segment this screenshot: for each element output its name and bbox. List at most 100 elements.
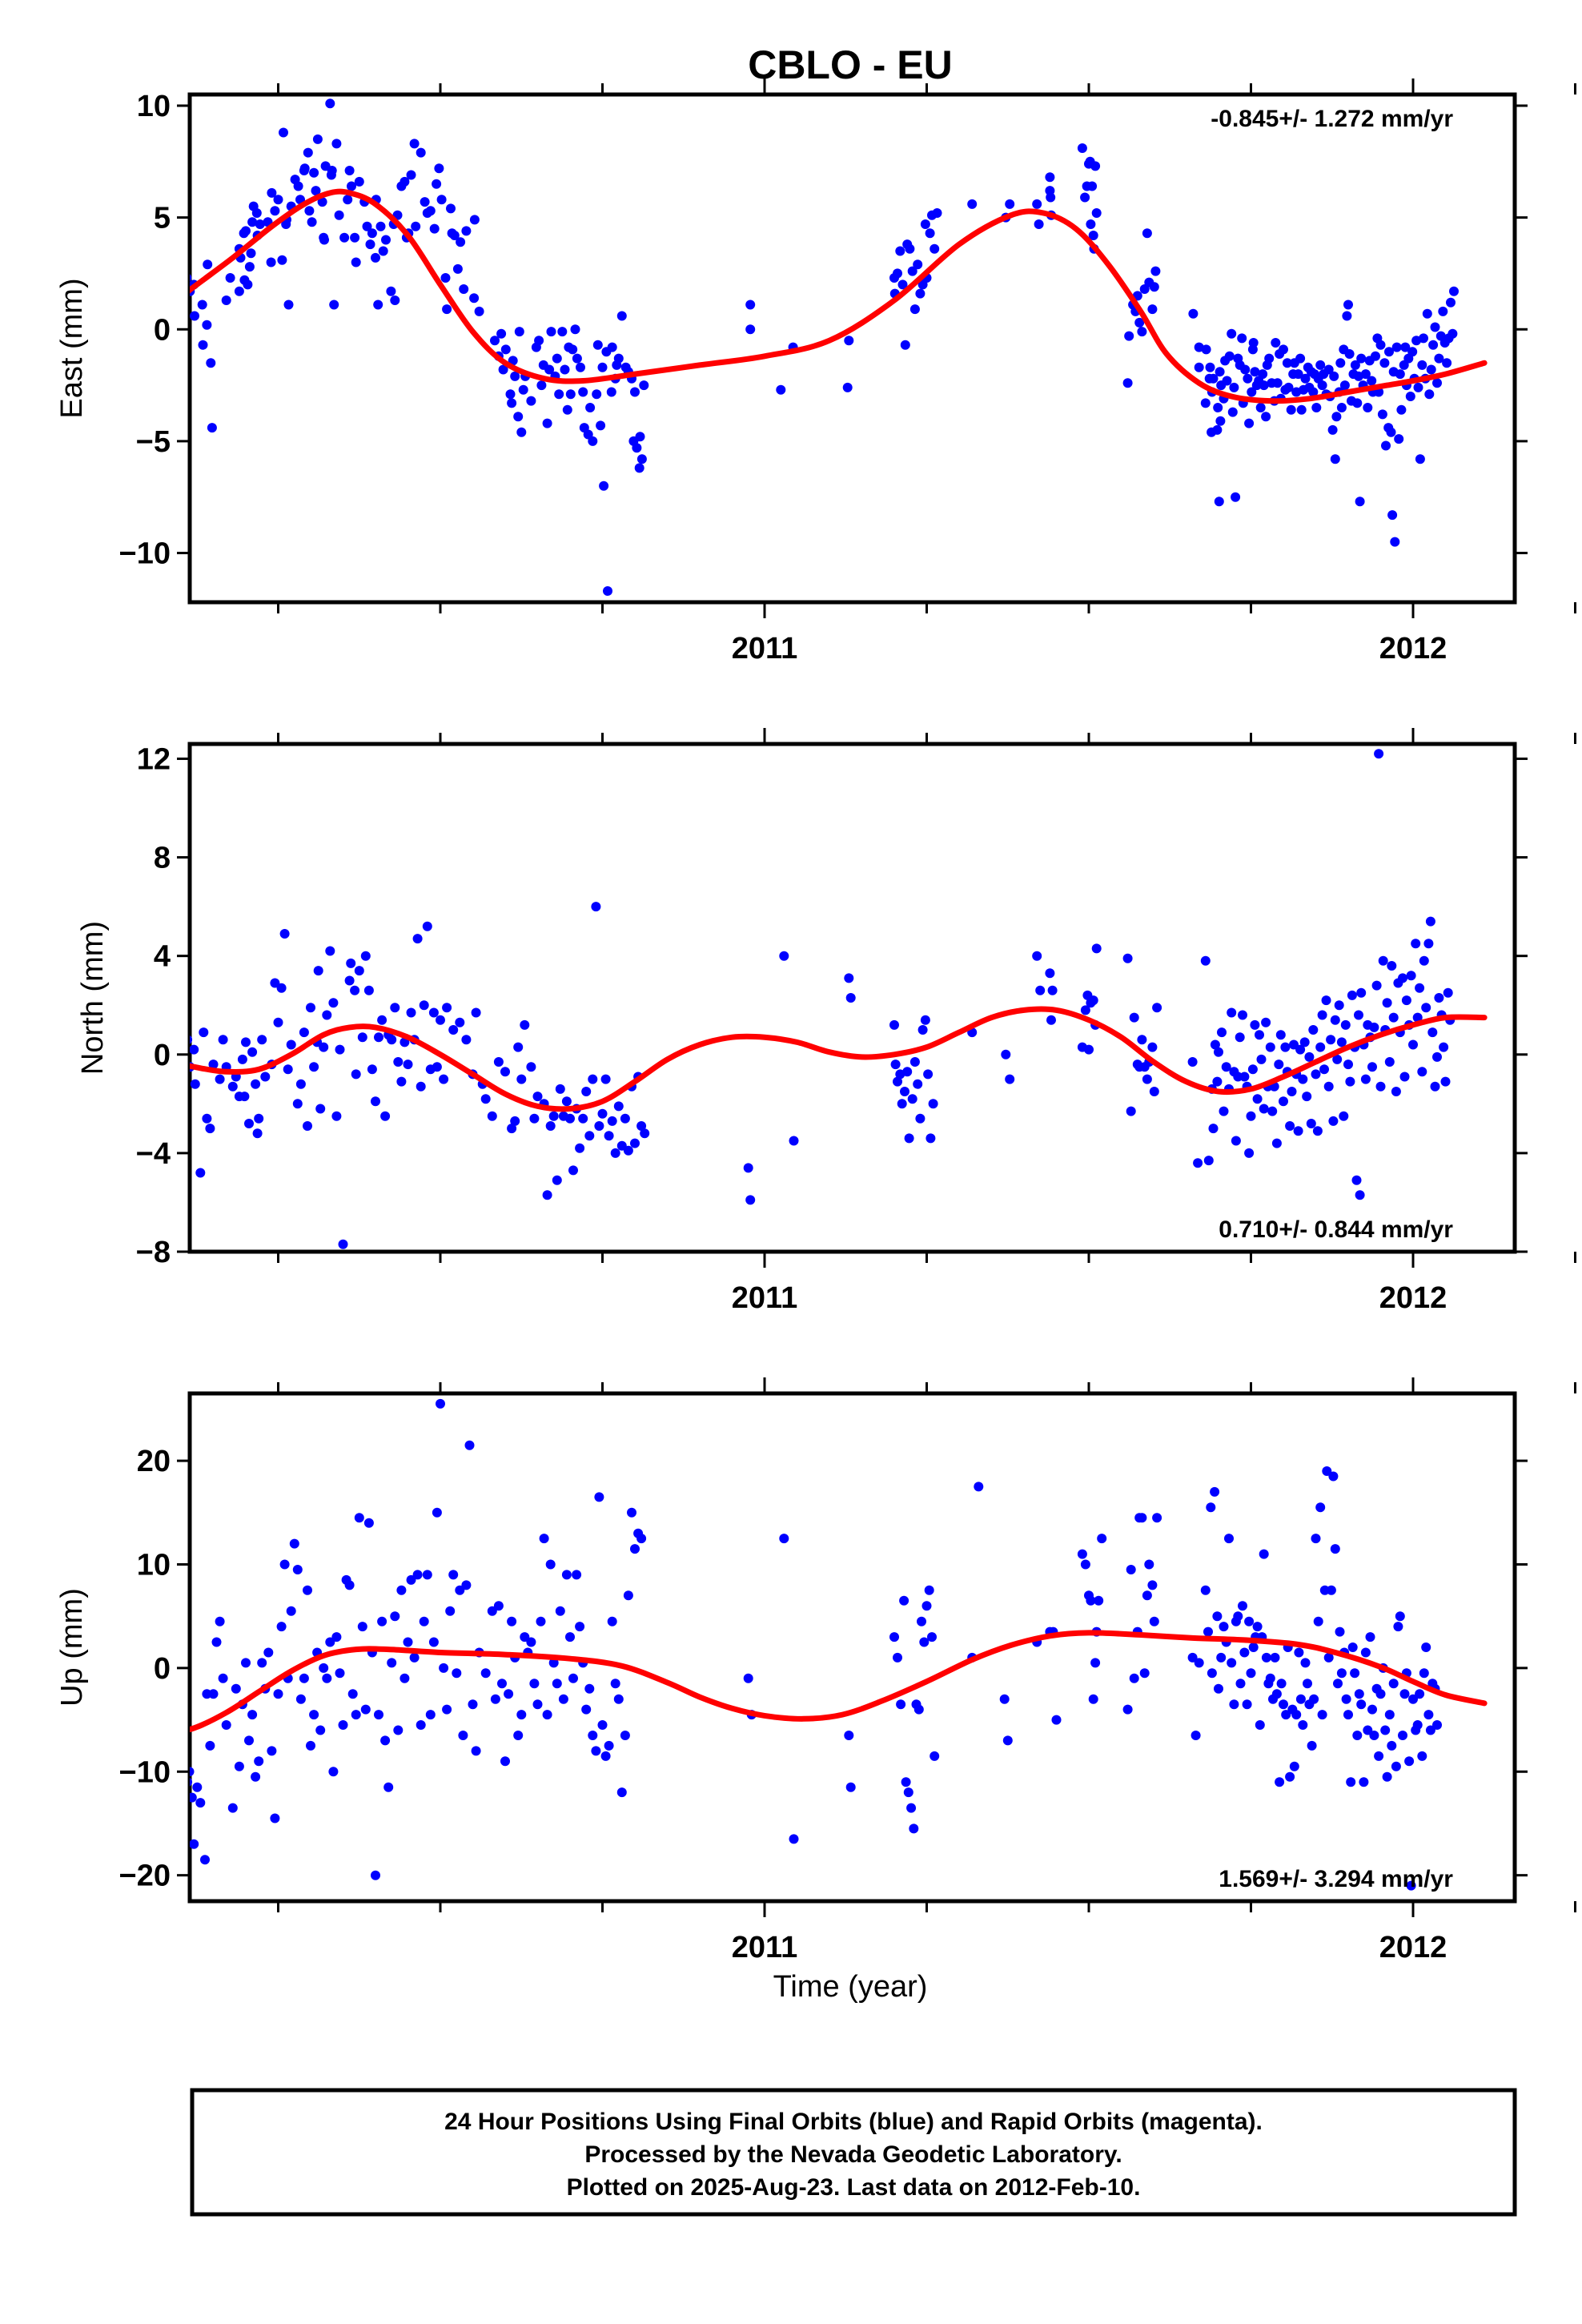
data-point bbox=[1293, 369, 1303, 380]
data-point bbox=[279, 1559, 290, 1570]
data-point bbox=[640, 1128, 650, 1139]
data-point bbox=[329, 300, 339, 310]
data-point bbox=[635, 432, 645, 442]
data-point bbox=[1393, 1622, 1403, 1632]
data-point bbox=[844, 973, 854, 983]
data-point bbox=[597, 1720, 608, 1730]
data-point bbox=[1328, 1116, 1339, 1126]
data-point bbox=[1412, 1720, 1423, 1730]
data-point bbox=[561, 1570, 572, 1580]
data-point bbox=[1333, 1679, 1343, 1689]
data-point bbox=[469, 215, 480, 225]
data-point bbox=[597, 1108, 608, 1119]
data-point bbox=[536, 1616, 546, 1626]
data-point bbox=[1087, 181, 1098, 191]
data-point bbox=[1419, 1668, 1429, 1679]
data-point bbox=[607, 1116, 617, 1126]
data-point bbox=[1187, 1057, 1198, 1067]
data-point bbox=[1149, 1087, 1159, 1096]
y-tick-label: −10 bbox=[119, 1755, 171, 1789]
data-point bbox=[442, 1704, 452, 1715]
data-point bbox=[381, 235, 391, 245]
data-point bbox=[1219, 1622, 1229, 1632]
data-point bbox=[606, 387, 616, 397]
data-point bbox=[542, 418, 552, 428]
data-point bbox=[292, 1565, 303, 1574]
data-point bbox=[227, 1081, 238, 1092]
data-point bbox=[351, 257, 361, 267]
data-point bbox=[1415, 454, 1425, 464]
data-point bbox=[1399, 1072, 1410, 1082]
data-point bbox=[487, 1606, 497, 1616]
data-point bbox=[1279, 344, 1288, 355]
data-point bbox=[1152, 1513, 1162, 1523]
data-point bbox=[387, 1658, 397, 1668]
data-point bbox=[743, 1673, 753, 1683]
plot-area bbox=[190, 1398, 1488, 1891]
data-point bbox=[1317, 1010, 1327, 1020]
data-point bbox=[1047, 985, 1058, 995]
data-point bbox=[354, 966, 364, 976]
footer-border bbox=[190, 2088, 1517, 2217]
data-point bbox=[374, 1032, 383, 1043]
data-point bbox=[461, 1580, 472, 1590]
data-point bbox=[1255, 1720, 1265, 1730]
data-point bbox=[190, 1035, 193, 1044]
data-point bbox=[448, 1570, 459, 1580]
data-point bbox=[1391, 1761, 1401, 1771]
data-point bbox=[403, 1059, 413, 1070]
data-point bbox=[276, 983, 287, 993]
data-point bbox=[1449, 286, 1459, 296]
data-point bbox=[1384, 347, 1394, 357]
x-tick-label: 2011 bbox=[732, 1281, 797, 1315]
data-point bbox=[202, 1113, 212, 1124]
data-point bbox=[844, 1731, 854, 1740]
data-point bbox=[190, 1044, 199, 1055]
data-point bbox=[299, 163, 310, 174]
data-point bbox=[1129, 1673, 1139, 1683]
data-point bbox=[520, 1632, 530, 1642]
data-point bbox=[1233, 1611, 1243, 1622]
data-point bbox=[1139, 1668, 1150, 1679]
data-point bbox=[1365, 1632, 1375, 1642]
data-point bbox=[1377, 409, 1387, 420]
data-point bbox=[1387, 510, 1398, 521]
data-point bbox=[1419, 333, 1428, 344]
data-point bbox=[1203, 1156, 1214, 1166]
data-point bbox=[1137, 327, 1147, 337]
data-point bbox=[905, 243, 915, 254]
data-point bbox=[254, 1756, 264, 1767]
data-point bbox=[585, 403, 596, 412]
data-point bbox=[507, 1616, 517, 1626]
data-point bbox=[299, 1027, 309, 1038]
y-tick-label: −20 bbox=[119, 1860, 171, 1893]
data-point bbox=[246, 248, 256, 259]
data-point bbox=[546, 327, 556, 337]
data-point bbox=[1406, 971, 1416, 981]
data-point bbox=[1272, 378, 1283, 388]
data-point bbox=[1360, 369, 1371, 380]
data-point bbox=[277, 255, 287, 265]
data-point bbox=[1051, 1715, 1062, 1725]
data-point bbox=[565, 1113, 575, 1124]
data-point bbox=[913, 1704, 924, 1715]
data-point bbox=[344, 1580, 355, 1590]
data-point bbox=[1391, 342, 1402, 352]
data-point bbox=[630, 1544, 640, 1554]
data-point bbox=[218, 1673, 228, 1683]
data-point bbox=[357, 1622, 367, 1632]
data-point bbox=[412, 1570, 423, 1580]
data-point bbox=[270, 1813, 280, 1823]
data-point bbox=[1335, 358, 1346, 368]
data-point bbox=[436, 1398, 445, 1409]
data-point bbox=[1150, 266, 1161, 276]
data-point bbox=[419, 1000, 429, 1011]
data-point bbox=[776, 384, 786, 395]
data-point bbox=[374, 1710, 383, 1720]
data-point bbox=[225, 273, 235, 283]
data-point bbox=[1339, 1111, 1349, 1121]
data-point bbox=[1246, 1668, 1256, 1679]
data-point bbox=[1363, 403, 1373, 412]
data-point bbox=[1374, 749, 1384, 759]
data-point bbox=[1080, 192, 1090, 203]
